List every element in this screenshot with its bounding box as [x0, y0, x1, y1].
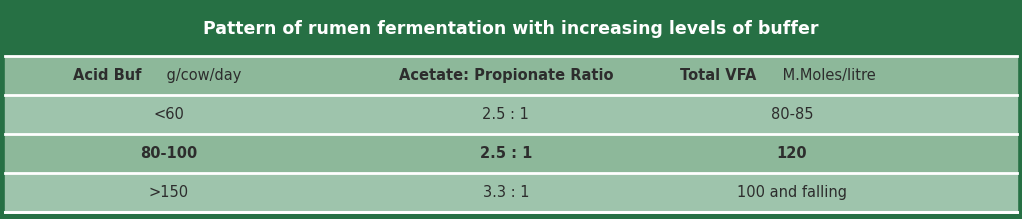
Bar: [5, 1, 1017, 56]
Text: 2.5 : 1: 2.5 : 1: [482, 107, 529, 122]
Text: M.Moles/litre: M.Moles/litre: [779, 68, 876, 83]
Bar: [5, 56, 1017, 95]
Text: 120: 120: [777, 146, 807, 161]
Text: 100 and falling: 100 and falling: [737, 185, 847, 200]
Text: Acetate: Propionate Ratio: Acetate: Propionate Ratio: [399, 68, 613, 83]
Text: Pattern of rumen fermentation with increasing levels of buffer: Pattern of rumen fermentation with incre…: [203, 19, 819, 38]
Text: 3.3 : 1: 3.3 : 1: [482, 185, 529, 200]
Text: Acid Buf: Acid Buf: [74, 68, 142, 83]
Text: >150: >150: [148, 185, 189, 200]
Text: g/cow/day: g/cow/day: [161, 68, 241, 83]
Text: 80-85: 80-85: [771, 107, 814, 122]
Bar: [5, 95, 1017, 134]
Bar: [5, 134, 1017, 173]
Text: Total VFA: Total VFA: [680, 68, 756, 83]
Bar: [5, 173, 1017, 212]
Text: <60: <60: [153, 107, 184, 122]
Text: 80-100: 80-100: [140, 146, 197, 161]
Text: 2.5 : 1: 2.5 : 1: [479, 146, 532, 161]
